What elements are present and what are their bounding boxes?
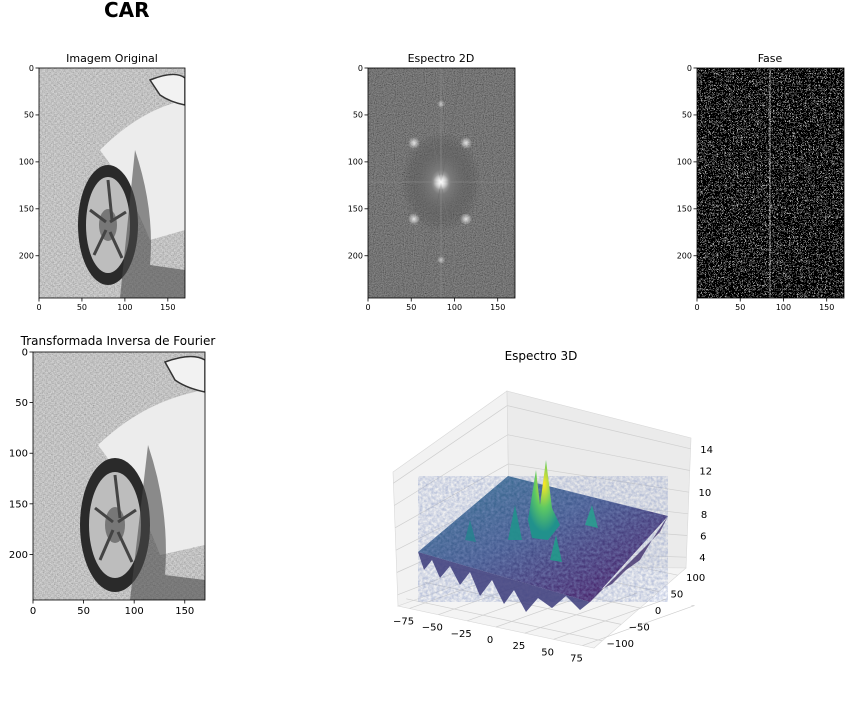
3d-xtick-label: −50 [422,623,443,634]
3d-xtick-label: −25 [451,629,472,640]
3d-ytick-label: 50 [670,590,683,601]
panel-title-spectrum-2d: Espectro 2D [408,52,475,65]
3d-ytick-label: −100 [607,639,634,650]
phase-xtick-label: 100 [776,303,791,312]
3d-ztick-label: 10 [699,488,712,499]
spectrum-2d-xtick-label: 0 [365,303,370,312]
spectrum-2d-ytick-label: 50 [353,111,363,120]
phase-axes: 0 50 100 150 0 50 100 150 200 [677,64,835,312]
panel-title-spectrum-3d: Espectro 3D [505,349,578,363]
inverse-ytick-label: 50 [15,398,28,409]
figure-title: CAR [104,0,150,22]
inverse-xtick-label: 50 [77,606,90,617]
phase-ytick-label: 0 [687,64,692,73]
inverse-ytick-label: 100 [9,449,28,460]
spectrum-2d-ytick-label: 0 [358,64,363,73]
panel-spectrum-2d: Espectro 2D 0 50 100 150 0 50 100 150 200 [348,52,516,312]
original-ytick-label: 200 [19,252,34,261]
3d-ytick-label: 100 [686,573,705,584]
3d-xtick-label: −75 [393,616,414,627]
panel-title-phase: Fase [758,52,783,65]
3d-surface [418,460,668,612]
inverse-ytick-label: 200 [9,550,28,561]
inverse-xtick-label: 100 [125,606,144,617]
original-image-pixels [39,68,185,298]
original-ytick-label: 150 [19,205,34,214]
3d-ztick-label: 6 [700,532,706,543]
3d-ztick-label: 14 [700,445,713,456]
3d-ytick-label: 0 [655,606,661,617]
phase-xtick-label: 0 [694,303,699,312]
spectrum-2d-ytick-label: 100 [348,158,363,167]
panel-title-inverse: Transformada Inversa de Fourier [20,334,216,348]
phase-ytick-label: 200 [677,252,692,261]
original-axes: 0 50 100 150 0 50 100 150 200 [19,64,176,312]
phase-ytick-label: 100 [677,158,692,167]
phase-ytick-label: 50 [682,111,692,120]
panel-title-original: Imagem Original [66,52,158,65]
inverse-ytick-label: 150 [9,499,28,510]
panel-spectrum-3d: Espectro 3D −75−50−250255075−100−5005010… [392,349,713,665]
inverse-xtick-label: 150 [175,606,194,617]
3d-xtick-label: 50 [541,647,554,658]
3d-ztick-label: 8 [701,510,707,521]
3d-ztick-label: 4 [699,553,705,564]
original-xtick-label: 150 [160,303,175,312]
spectrum-2d-xtick-label: 150 [490,303,505,312]
inverse-image-pixels [33,352,205,600]
inverse-xtick-label: 0 [30,606,36,617]
panel-original-image: Imagem Original 0 50 100 150 0 50 100 150 200 [19,52,186,312]
3d-xtick-label: 25 [512,641,525,652]
original-ytick-label: 50 [24,111,34,120]
inverse-ytick-label: 0 [22,348,28,359]
spectrum-2d-ytick-label: 150 [348,205,363,214]
inverse-axes: 0 50 100 150 0 50 100 150 200 [9,348,194,618]
3d-xtick-label: 0 [487,635,493,646]
panel-phase: Fase 0 50 100 150 0 50 100 150 200 [677,52,845,312]
spectrum-2d-xtick-label: 50 [406,303,416,312]
phase-ytick-label: 150 [677,205,692,214]
original-xtick-label: 100 [117,303,132,312]
phase-xtick-label: 50 [735,303,745,312]
original-ytick-label: 100 [19,158,34,167]
panel-inverse-transform: Transformada Inversa de Fourier 0 50 100 15… [9,334,215,617]
3d-pane-floor [396,565,687,649]
3d-ytick-label: −50 [629,622,650,633]
spectrum-2d-axes: 0 50 100 150 0 50 100 150 200 [348,64,506,312]
phase-xtick-label: 150 [819,303,834,312]
3d-xtick-label: 75 [570,654,583,665]
original-xtick-label: 0 [36,303,41,312]
original-ytick-label: 0 [29,64,34,73]
spectrum-2d-ytick-label: 200 [348,252,363,261]
spectrum-2d-xtick-label: 100 [447,303,462,312]
3d-ztick-label: 12 [699,467,712,478]
spectrum-2d-pixels [368,68,515,298]
original-xtick-label: 50 [77,303,87,312]
